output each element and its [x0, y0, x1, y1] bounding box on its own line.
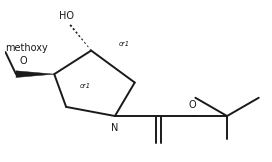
Text: methoxy: methoxy	[5, 43, 48, 53]
Text: N: N	[111, 123, 119, 133]
Text: or1: or1	[79, 82, 90, 88]
Text: or1: or1	[119, 41, 130, 47]
Text: O: O	[20, 56, 27, 66]
Text: HO: HO	[59, 11, 74, 21]
Text: O: O	[189, 100, 197, 110]
Polygon shape	[16, 71, 54, 77]
